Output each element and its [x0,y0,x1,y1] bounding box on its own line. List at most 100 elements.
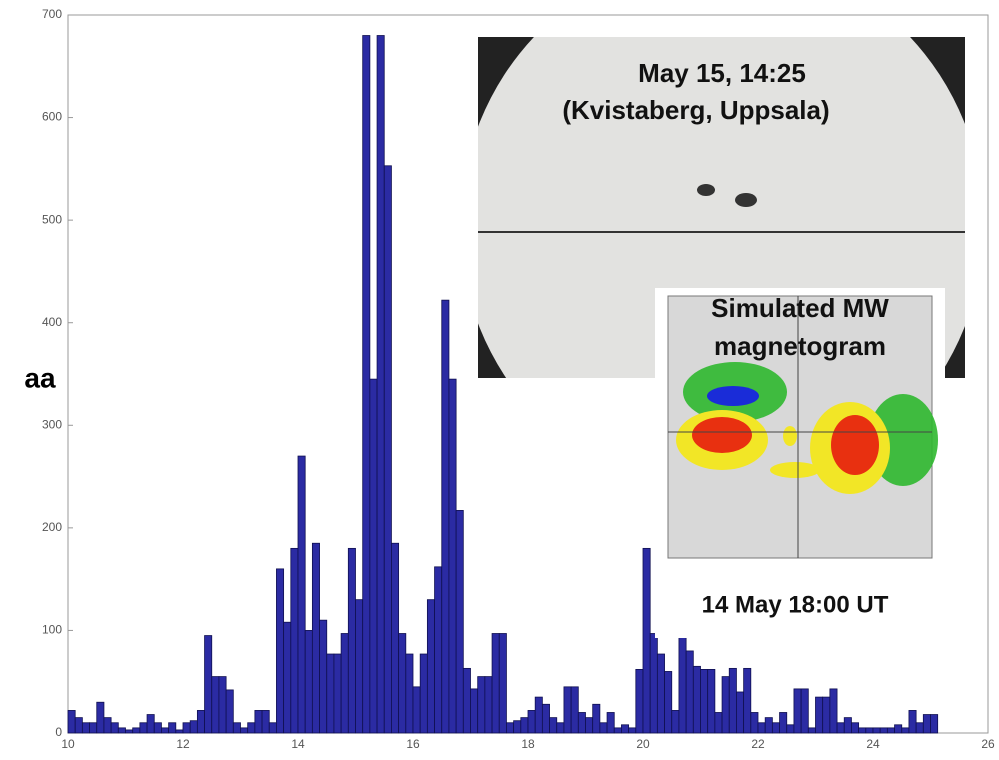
bar [212,677,219,733]
bar [873,728,880,733]
x-tick-label: 16 [406,737,420,751]
bar [794,689,801,733]
x-tick-label: 12 [176,737,190,751]
bar [233,723,240,733]
bar [550,718,557,733]
photo-caption: (Kvistaberg, Uppsala) [562,95,829,125]
bar [320,620,327,733]
bar [916,723,923,733]
field-blob [770,462,820,478]
bar [435,567,442,733]
bar [370,379,377,733]
bar [420,654,427,733]
bar [722,677,729,733]
x-tick-label: 14 [291,737,305,751]
x-tick-label: 22 [751,737,765,751]
bar [427,600,434,733]
bar [471,689,478,733]
bar [514,721,521,733]
bar [808,728,815,733]
bar [341,634,348,733]
bar [377,36,384,733]
x-tick-label: 26 [981,737,995,751]
bar [363,36,370,733]
bar [636,669,643,733]
bar [456,510,463,733]
bar [895,725,902,733]
bar [701,669,708,733]
bar [183,723,190,733]
bar [816,697,823,733]
bar [535,697,542,733]
bar [262,710,269,733]
magnetogram-caption: magnetogram [714,331,886,361]
bar [866,728,873,733]
bar [564,687,571,733]
bar [384,166,391,733]
bar [744,668,751,733]
bar [528,710,535,733]
y-tick-label: 200 [42,520,62,534]
sunspot [735,193,757,207]
bar [844,718,851,733]
bar [758,723,765,733]
bar [679,636,686,733]
bar [729,668,736,733]
bar [542,704,549,733]
bar [880,728,887,733]
bar [751,712,758,733]
bar [169,723,176,733]
bar [312,543,319,733]
x-tick-label: 20 [636,737,650,751]
bar [291,548,298,733]
bar [140,723,147,733]
bar [837,723,844,733]
bar [118,728,125,733]
bar [327,654,334,733]
bar [801,689,808,733]
bar [104,718,111,733]
bar [931,715,938,733]
bar [154,723,161,733]
bar [190,721,197,733]
y-tick-label: 700 [42,7,62,21]
bar [82,723,89,733]
bar [269,723,276,733]
x-tick-label: 10 [61,737,75,751]
bar [133,728,140,733]
bar [823,697,830,733]
bar [255,710,262,733]
bar [205,636,212,733]
bar [686,651,693,733]
bar [90,723,97,733]
bar [126,730,133,733]
bar [248,723,255,733]
bar [693,666,700,733]
bar [399,634,406,733]
sunspot [697,184,715,196]
bar [241,728,248,733]
bar [506,723,513,733]
bar [334,654,341,733]
bar [909,710,916,733]
bar [463,668,470,733]
bar [75,718,82,733]
bar [413,687,420,733]
bar [672,710,679,733]
bar [276,569,283,733]
bar [621,725,628,733]
magnetogram-inset: Simulated MW magnetogram 14 May 18:00 UT [655,288,945,638]
bar [284,622,291,733]
bar [765,718,772,733]
bar [219,677,226,733]
bar [887,728,894,733]
bar [902,728,909,733]
bar [68,710,75,733]
bar [499,634,506,733]
bar [629,728,636,733]
x-tick-label: 18 [521,737,535,751]
bar [97,702,104,733]
bar [780,712,787,733]
y-tick-label: 600 [42,110,62,124]
bar [657,654,664,733]
